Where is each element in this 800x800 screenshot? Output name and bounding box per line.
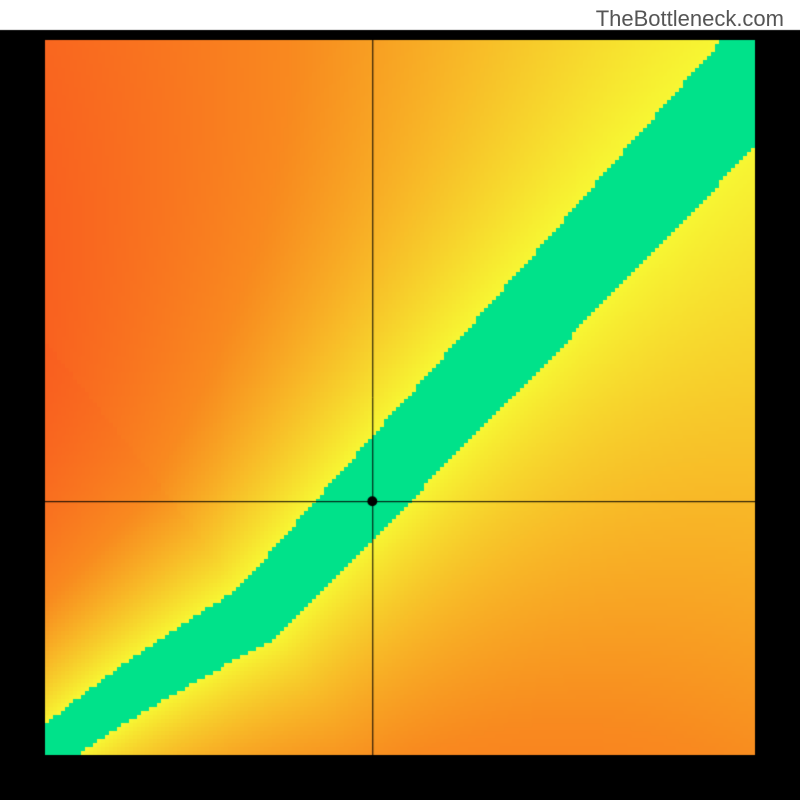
chart-container: TheBottleneck.com [0,0,800,800]
watermark-text: TheBottleneck.com [596,6,784,32]
plot-frame [0,0,800,800]
heatmap-canvas [0,0,800,800]
